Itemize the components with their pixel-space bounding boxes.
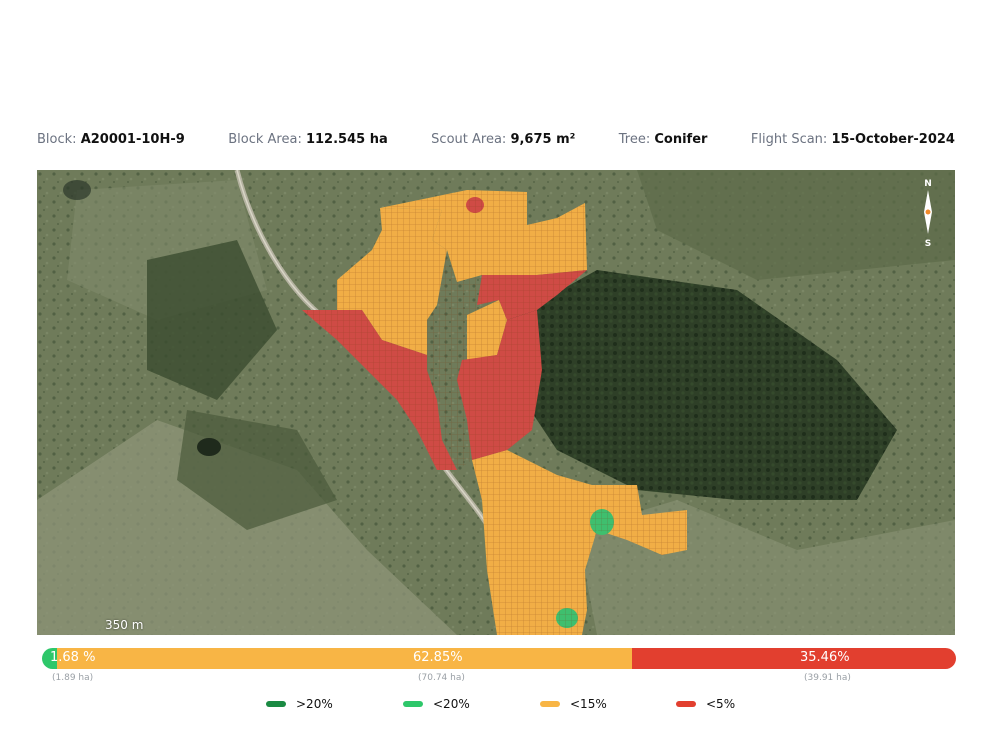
distribution-bar bbox=[42, 648, 956, 669]
flight-scan-info: Flight Scan: 15-October-2024 bbox=[751, 132, 955, 150]
forest-patch-southwest bbox=[177, 410, 337, 530]
dense-forest-texture bbox=[507, 270, 897, 500]
legend-swatch-lt20 bbox=[403, 701, 423, 707]
legend-label-gt20: >20% bbox=[296, 697, 333, 711]
legend-item-lt5: <5% bbox=[676, 697, 735, 711]
legend-swatch-gt20 bbox=[266, 701, 286, 707]
legend-item-lt20: <20% bbox=[403, 697, 470, 711]
orange-percent-label: 62.85% bbox=[413, 650, 463, 665]
legend-label-lt5: <5% bbox=[706, 697, 736, 711]
red-percent-label: 35.46% bbox=[800, 650, 850, 665]
tree-label: Tree: bbox=[618, 132, 651, 147]
forest-northeast bbox=[637, 170, 955, 280]
block-value: A20001-10H-9 bbox=[80, 132, 185, 147]
legend-label-lt15: <15% bbox=[570, 697, 607, 711]
block-area-info: Block Area: 112.545 ha bbox=[228, 132, 388, 150]
legend-label-lt20: <20% bbox=[433, 697, 470, 711]
green-percent-label: 1.68 % bbox=[50, 650, 96, 665]
block-area-label: Block Area: bbox=[228, 132, 302, 147]
pond bbox=[197, 438, 221, 456]
zone-grid-overlay bbox=[302, 190, 687, 635]
scout-area-info: Scout Area: 9,675 m² bbox=[431, 132, 575, 150]
map-scale-label: 350 m bbox=[105, 618, 144, 632]
satellite-map[interactable]: N S 350 m bbox=[37, 170, 955, 635]
green-hectares-label: (1.89 ha) bbox=[52, 673, 94, 683]
block-label: Block: bbox=[37, 132, 77, 147]
orange-hectares-label: (70.74 ha) bbox=[418, 673, 465, 683]
flight-scan-value: 15-October-2024 bbox=[831, 132, 955, 147]
legend-item-lt15: <15% bbox=[540, 697, 607, 711]
block-info: Block: A20001-10H-9 bbox=[37, 132, 185, 150]
orange-share-segment bbox=[57, 648, 632, 669]
compass-south-label: S bbox=[925, 239, 931, 249]
compass-north-label: N bbox=[924, 179, 932, 189]
red-hectares-label: (39.91 ha) bbox=[804, 673, 851, 683]
legend-swatch-lt5 bbox=[676, 701, 696, 707]
compass-center bbox=[925, 209, 931, 215]
tree-info: Tree: Conifer bbox=[619, 132, 708, 150]
flight-scan-label: Flight Scan: bbox=[750, 132, 828, 147]
block-info-bar: Block: A20001-10H-9 Block Area: 112.545 … bbox=[37, 132, 955, 150]
red-share-segment bbox=[631, 648, 956, 669]
forest-patch-west bbox=[147, 240, 277, 400]
legend-swatch-lt15 bbox=[540, 701, 560, 707]
scout-area-label: Scout Area: bbox=[431, 132, 507, 147]
scout-area-value: 9,675 m² bbox=[510, 132, 576, 147]
tree-value: Conifer bbox=[654, 132, 708, 147]
green-share-segment bbox=[42, 648, 58, 669]
compass-icon: N S bbox=[924, 179, 932, 249]
legend: >20% <20% <15% <5% bbox=[0, 697, 1000, 713]
map-canvas: N S bbox=[37, 170, 955, 635]
legend-item-gt20: >20% bbox=[266, 697, 333, 711]
pond-north bbox=[63, 180, 91, 200]
block-area-value: 112.545 ha bbox=[305, 132, 388, 147]
